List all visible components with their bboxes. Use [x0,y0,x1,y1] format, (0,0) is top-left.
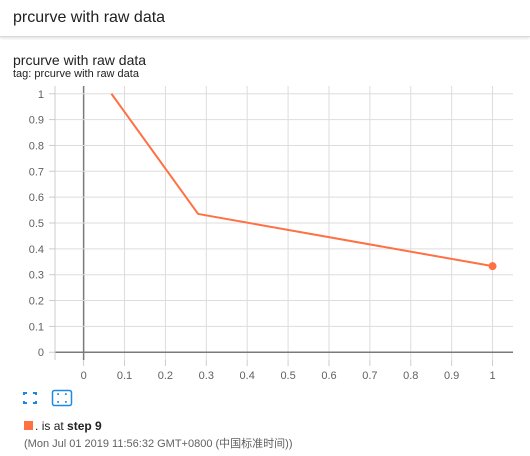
y-tick-label: 0.9 [29,115,44,127]
y-tick-label: 0.6 [29,192,44,204]
fit-domain-icon[interactable] [51,389,73,407]
legend-is-at: is at [41,419,64,433]
y-tick-label: 0.8 [29,140,44,152]
series-last-point [488,262,497,271]
x-tick-label: 0.8 [403,370,418,382]
y-tick-label: 0 [38,347,44,359]
series-line [110,93,493,268]
legend-timestamp: (Mon Jul 01 2019 11:56:32 GMT+0800 (中国标准… [24,438,293,450]
legend: . is at step 9 [24,419,102,433]
card-tag: tag: prcurve with raw data [13,68,139,80]
x-tick-label: 0.6 [321,370,336,382]
x-tick-label: 0 [81,370,87,382]
y-tick-label: 0.7 [29,166,44,178]
y-tick-label: 0.3 [29,270,44,282]
series-swatch [24,421,33,430]
y-tick-label: 0.5 [29,218,44,230]
x-tick-label: 0.7 [362,370,377,382]
tag-value: prcurve with raw data [34,68,139,80]
page-title: prcurve with raw data [13,9,166,26]
y-tick-label: 1 [38,89,44,101]
fullscreen-icon[interactable] [20,389,40,407]
tag-prefix: tag: [13,68,32,80]
card-title: prcurve with raw data [13,52,147,68]
y-tick-label: 0.1 [29,321,44,333]
header-bar: prcurve with raw data [0,0,530,37]
x-tick-label: 1 [489,370,495,382]
x-tick-label: 0.1 [117,370,132,382]
legend-step: step 9 [67,419,102,433]
pr-curve-chart[interactable]: 0 0.1 0.2 0.3 0.4 0.5 0.6 0.7 0.8 0.9 1 0 0.1 0.2 0.3 0… [0,80,530,385]
y-tick-label: 0.2 [29,296,44,308]
legend-run-name: . [35,419,39,433]
x-tick-label: 0.9 [444,370,459,382]
x-tick-label: 0.3 [199,370,214,382]
y-tick-label: 0.4 [29,244,44,256]
x-tick-label: 0.2 [158,370,173,382]
x-tick-label: 0.5 [280,370,295,382]
x-tick-label: 0.4 [240,370,255,382]
